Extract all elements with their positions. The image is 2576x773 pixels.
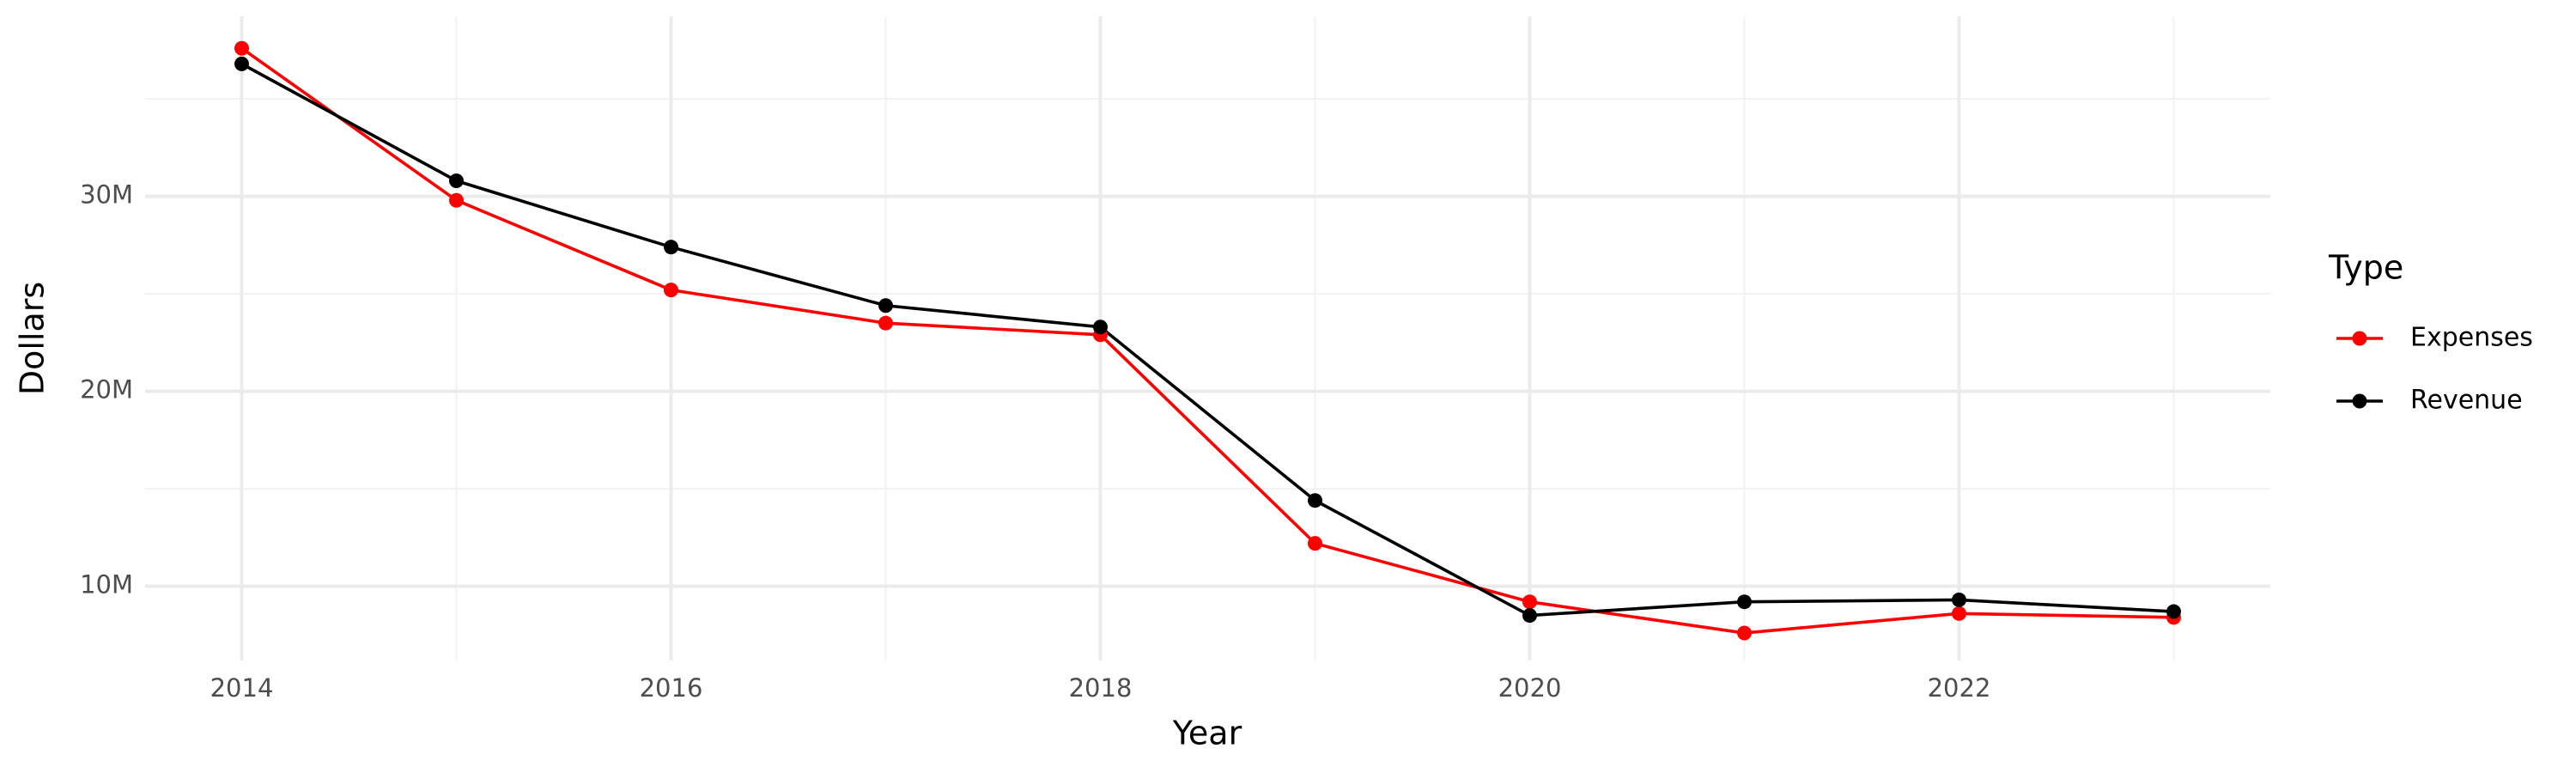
- data-point: [878, 315, 893, 331]
- legend-label: Expenses: [2410, 323, 2533, 353]
- data-point: [1522, 594, 1537, 610]
- y-axis-title: Dollars: [14, 282, 52, 395]
- data-point: [1737, 594, 1752, 610]
- series-line: [240, 46, 2174, 635]
- data-point: [664, 240, 678, 255]
- legend-title: Type: [2328, 249, 2403, 287]
- data-point: [449, 173, 464, 189]
- data-point: [234, 56, 249, 71]
- x-tick-label: 2014: [210, 673, 274, 703]
- data-point: [878, 298, 893, 313]
- y-tick-label: 10M: [80, 570, 133, 600]
- legend-marker: [2352, 331, 2367, 346]
- data-point: [449, 192, 464, 208]
- y-tick-label: 30M: [80, 180, 133, 210]
- data-point: [234, 40, 249, 56]
- data-point: [1952, 606, 1966, 621]
- x-axis-title: Year: [1172, 715, 1242, 752]
- y-tick-label: 20M: [80, 375, 133, 405]
- data-point: [1308, 493, 1322, 508]
- data-point: [1737, 625, 1752, 641]
- x-tick-label: 2018: [1069, 673, 1133, 703]
- data-point: [1308, 536, 1322, 551]
- data-point: [1093, 320, 1108, 335]
- x-tick-label: 2022: [1928, 673, 1991, 703]
- data-point: [664, 283, 678, 298]
- data-point: [2166, 604, 2181, 619]
- series-line: [240, 62, 2174, 618]
- x-tick-label: 2020: [1498, 673, 1562, 703]
- data-point: [1522, 608, 1537, 624]
- legend-marker: [2352, 393, 2367, 409]
- x-tick-label: 2016: [640, 673, 703, 703]
- data-point: [1952, 592, 1966, 607]
- legend-label: Revenue: [2410, 386, 2523, 416]
